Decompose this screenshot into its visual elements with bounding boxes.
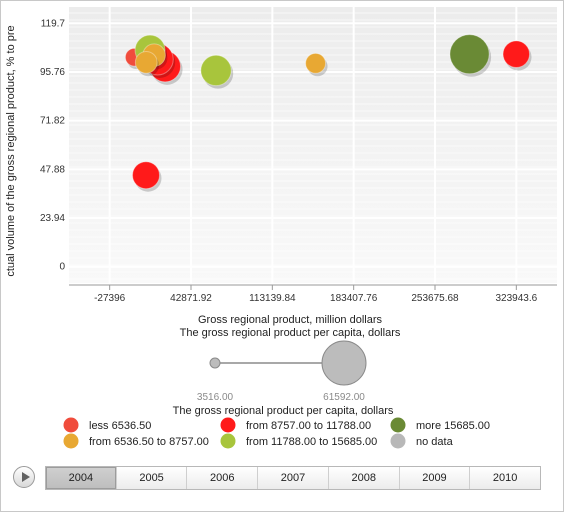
size-scale-max-label: 61592.00 [323,392,365,403]
bubble [502,40,531,68]
timeline-year-2010[interactable]: 2010 [492,472,518,484]
legend: less 6536.50 from 6536.50 to 8757.00 from … [63,417,490,449]
legend-label: less 6536.50 [89,420,151,432]
size-scale-min-bubble [209,357,221,369]
legend-label: from 8757.00 to 11788.00 [246,420,371,432]
legend-label: no data [416,436,454,448]
play-button[interactable] [13,466,35,488]
legend-marker [220,417,236,433]
timeline-year-2007[interactable]: 2007 [258,467,329,489]
size-scale-max-bubble [321,340,367,386]
timeline-year-2008[interactable]: 2008 [329,467,400,489]
timeline-year-2005[interactable]: 2005 [117,467,188,489]
timeline-bar: 2004 2005 2006 2007 2008 2009 2010 [13,463,553,493]
legend-marker [63,417,79,433]
y-axis-title: ctual volume of the gross regional produ… [5,25,17,276]
play-icon [22,472,30,482]
x-axis-title: Gross regional product, million dollars [198,314,383,326]
y-tick-label: 119.7 [41,18,66,29]
x-tick-label: -27396 [94,293,126,304]
x-tick-label: 113139.84 [249,293,296,304]
x-tick-label: 253675.68 [411,293,459,304]
bubbles [124,34,532,192]
timeline-year-2004[interactable]: 2004 [46,467,117,489]
size-scale-min-label: 3516.00 [197,392,234,403]
y-tick-label: 23.94 [40,213,65,224]
y-tick-label: 95.76 [40,67,65,78]
y-axis-ticks: 0 23.94 47.88 71.82 95.76 119.7 [40,18,65,272]
legend-marker [390,417,406,433]
bubble [200,54,232,87]
y-tick-label: 0 [59,262,65,273]
year-selector: 2004 2005 2006 2007 2008 2009 2010 [45,466,541,490]
bubble [134,50,158,74]
legend-label: from 11788.00 to 15685.00 [246,436,377,448]
x-tick-label: 42871.92 [170,293,212,304]
x-tick-label: 323943.6 [495,293,537,304]
x-tick-label: 183407.76 [330,293,378,304]
bubble [132,161,161,190]
legend-marker [220,433,236,449]
legend-label: from 6536.50 to 8757.00 [89,436,209,448]
bubble [449,34,490,75]
y-tick-label: 47.88 [40,164,65,175]
x-axis-ticks: -27396 42871.92 113139.84 183407.76 253675.6… [94,285,538,304]
bubble [305,52,327,74]
timeline-year-2009[interactable]: 2009 [400,467,471,489]
legend-label: more 15685.00 [416,420,490,432]
size-axis-title: The gross regional product per capita, d… [180,327,401,339]
legend-title: The gross regional product per capita, d… [173,405,394,417]
legend-marker [63,433,79,449]
legend-marker [390,433,406,449]
y-tick-label: 71.82 [40,116,65,127]
timeline-year-2006[interactable]: 2006 [187,467,259,489]
